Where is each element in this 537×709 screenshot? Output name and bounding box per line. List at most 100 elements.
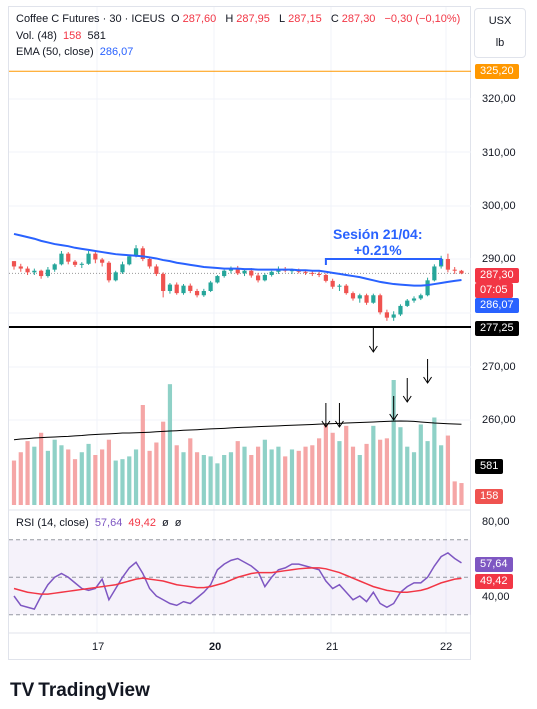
candle-body: [18, 266, 23, 269]
unit-label: lb: [495, 37, 505, 49]
volume-bar: [86, 443, 91, 505]
volume-bar: [79, 452, 84, 505]
volume-bar: [120, 459, 125, 505]
candle-body: [452, 269, 457, 271]
volume-bar: [289, 449, 295, 505]
volume-bar: [215, 463, 220, 505]
y-tick-label: 310,00: [482, 147, 516, 159]
x-tick-label: 21: [326, 641, 339, 653]
ema-header[interactable]: EMA (50, close) 286,07: [16, 46, 136, 58]
volume-bar: [93, 455, 98, 505]
candle-body: [384, 312, 389, 318]
candle-body: [310, 272, 315, 274]
volume-bar: [106, 439, 112, 505]
candle-body: [242, 270, 247, 274]
candle-body: [39, 270, 44, 277]
volume-label: Vol. (48): [16, 30, 57, 42]
candle-body: [154, 266, 159, 274]
candle-body: [174, 284, 179, 294]
volume-ma-line: [13, 420, 462, 441]
candle-body: [350, 293, 356, 299]
volume-bar: [303, 446, 308, 505]
candle-body: [72, 261, 78, 265]
session-annotation: Sesión 21/04: +0.21%: [333, 226, 423, 258]
y-tick-label: 290,00: [482, 253, 516, 265]
candle-body: [432, 266, 437, 281]
volume-bar: [66, 449, 71, 505]
volume-bar: [269, 449, 274, 505]
volume-bar: [140, 405, 145, 505]
candle-body: [181, 285, 186, 294]
volume-bar: [45, 450, 50, 505]
volume-bar: [296, 450, 301, 505]
candle-body: [133, 248, 139, 257]
candle-body: [445, 258, 451, 270]
volume-bar: [242, 446, 247, 505]
volume-bar: [432, 417, 437, 505]
candle-body: [11, 261, 17, 267]
candle-body: [262, 274, 267, 281]
y-tick-label: 300,00: [482, 200, 516, 212]
rsi-header[interactable]: RSI (14, close) 57,64 49,42 ø ø: [16, 517, 185, 529]
volume-bar: [249, 455, 254, 505]
x-tick-label: 20: [209, 641, 222, 653]
candle-body: [317, 273, 322, 275]
unit-selector[interactable]: USX lb: [474, 8, 526, 58]
volume-bar: [364, 443, 369, 505]
volume-bar: [357, 455, 362, 505]
high-line-tag: 325,20: [475, 64, 519, 79]
volume-bar: [330, 432, 335, 505]
candle-body: [140, 248, 145, 259]
y-tick-label: 320,00: [482, 93, 516, 105]
volume-bar: [235, 441, 240, 505]
candle-body: [418, 295, 423, 299]
ema-value: 286,07: [99, 46, 134, 58]
candle-body: [235, 268, 240, 274]
volume-value-a: 158: [63, 30, 82, 42]
candle-body: [289, 270, 295, 272]
ohlc-change: −0,30 (−0,10%): [384, 13, 461, 25]
y-tick-label: 270,00: [482, 361, 516, 373]
volume-bar: [154, 442, 159, 505]
logo-text: TradingView: [38, 680, 150, 701]
down-arrow-icon: [368, 345, 378, 353]
candle-body: [425, 280, 430, 296]
ohlc-high: H 287,95: [225, 13, 270, 25]
volume-bar: [371, 425, 376, 505]
candle-body: [269, 271, 274, 275]
x-tick-label: 17: [92, 641, 105, 653]
volume-bar: [100, 449, 105, 505]
volume-bar: [384, 438, 389, 505]
rsi-value-tag: 57,64: [475, 557, 513, 572]
volume-bar: [113, 460, 118, 505]
tradingview-logo[interactable]: TV TradingView: [10, 680, 150, 702]
volume-bar: [72, 459, 78, 505]
volume-header[interactable]: Vol. (48) 158 581: [16, 30, 109, 42]
volume-bar: [181, 452, 186, 505]
volume-bar: [188, 438, 193, 505]
candle-body: [357, 295, 362, 299]
volume-bar: [11, 460, 17, 505]
down-arrow-icon: [335, 420, 344, 428]
rsi-value-b: 49,42: [128, 517, 156, 529]
rsi-ma-line: [13, 567, 462, 595]
logo-mark-icon: TV: [10, 680, 35, 701]
volume-bar: [39, 432, 44, 505]
volume-bar: [52, 439, 57, 505]
volume-bar: [167, 384, 173, 505]
candle-body: [249, 270, 254, 276]
volume-bar: [133, 449, 139, 505]
ohlc-low: L 287,15: [278, 13, 322, 25]
volume-bar: [439, 445, 444, 505]
volume-bar: [255, 446, 261, 505]
last-price-tag: 287,30: [475, 268, 519, 283]
candle-body: [93, 253, 98, 260]
volume-bar: [59, 445, 64, 505]
volume-bar: [147, 450, 152, 505]
volume-bar: [445, 435, 451, 505]
candle-body: [86, 253, 91, 264]
rsi-ma-tag: 49,42: [475, 574, 513, 589]
candle-body: [215, 276, 220, 283]
